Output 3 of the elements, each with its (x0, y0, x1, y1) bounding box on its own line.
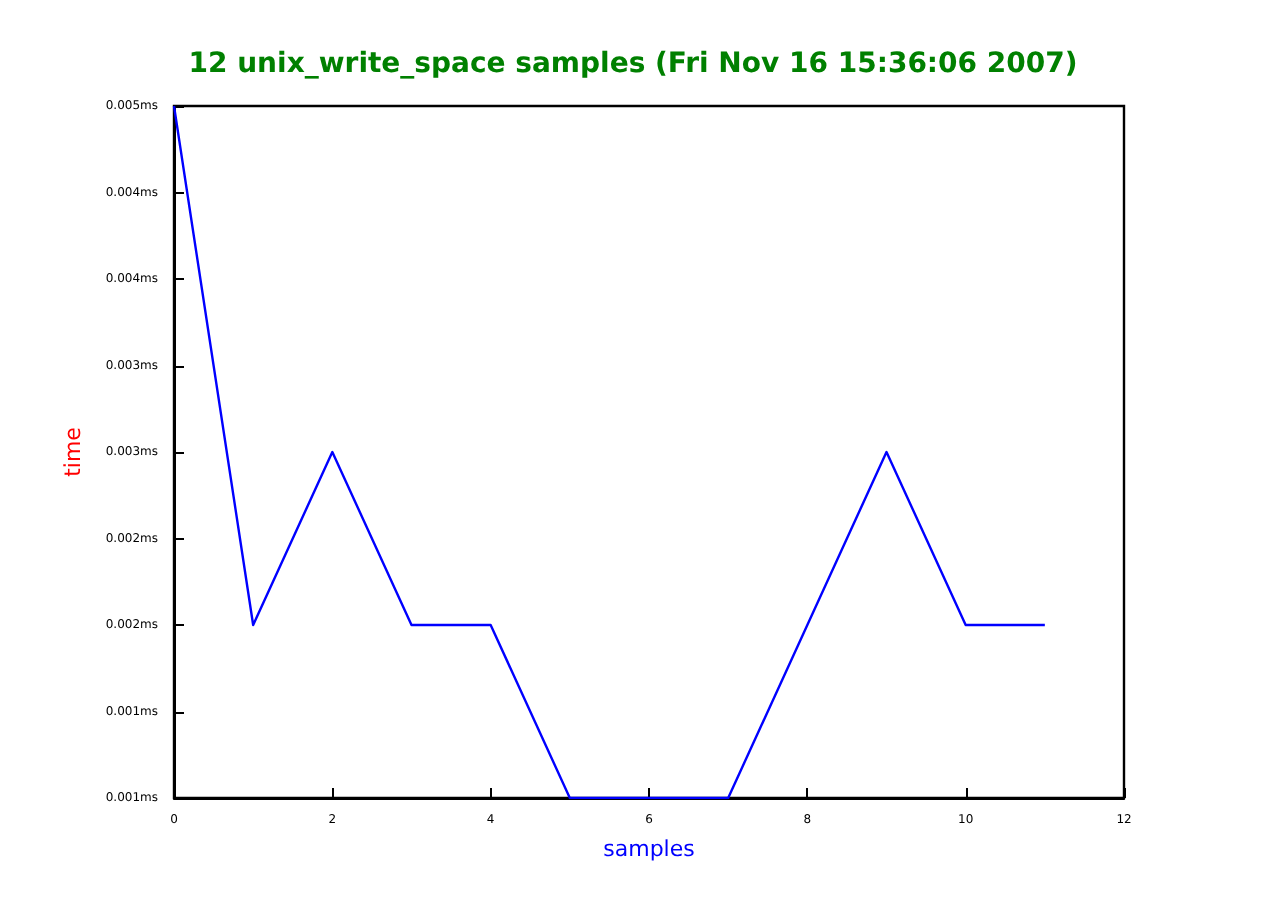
y-axis-title: time (59, 426, 86, 477)
chart-title: 12 unix_write_space samples (Fri Nov 16 15:36:06 2007) (188, 48, 1078, 80)
x-axis-title: samples (603, 836, 696, 862)
